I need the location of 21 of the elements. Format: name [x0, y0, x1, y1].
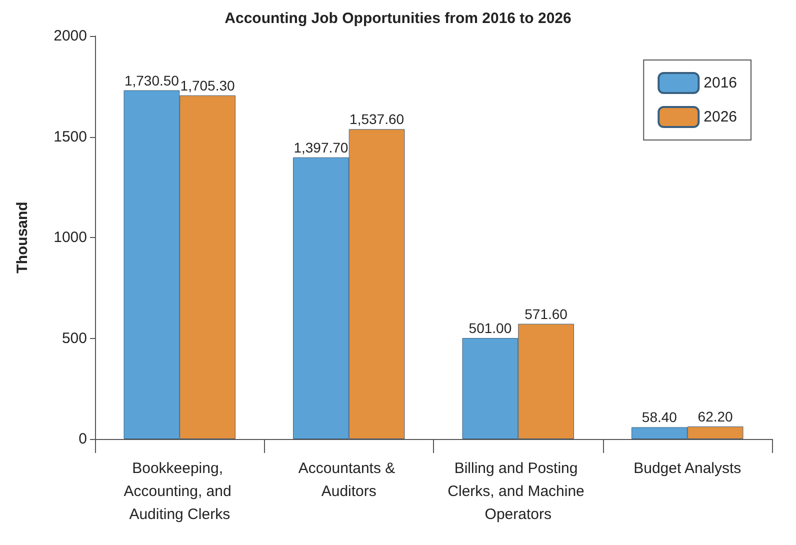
- x-tick-label: Billing and Posting Clerks, and Machine Operators: [448, 460, 589, 523]
- data-label: 1,730.50: [124, 72, 180, 88]
- x-tick-label: Accountants & Auditors: [298, 460, 400, 500]
- data-label: 501.00: [468, 320, 512, 336]
- legend-label: 2026: [704, 108, 738, 126]
- data-label: 62.20: [698, 408, 734, 424]
- legend-label: 2016: [704, 74, 738, 92]
- y-tick-label: 500: [62, 330, 87, 347]
- y-tick-label: 2000: [54, 28, 87, 44]
- y-tick-label: 1500: [54, 128, 87, 146]
- y-tick-label: 0: [78, 430, 87, 448]
- y-axis-title: Thousand: [14, 202, 31, 274]
- data-label: 1,705.30: [180, 77, 236, 94]
- data-label: 571.60: [524, 306, 568, 322]
- data-label: 58.40: [642, 409, 678, 426]
- x-tick-label: Bookkeeping, Accounting, and Auditing Clerks: [124, 460, 236, 523]
- chart-title: Accounting Job Opportunities from 2016 to 2026: [224, 10, 572, 27]
- data-label: 1,397.70: [294, 139, 348, 156]
- x-tick-label: Budget Analysts: [634, 460, 742, 477]
- data-label: 1,537.60: [350, 111, 404, 128]
- y-tick-label: 1000: [54, 229, 87, 246]
